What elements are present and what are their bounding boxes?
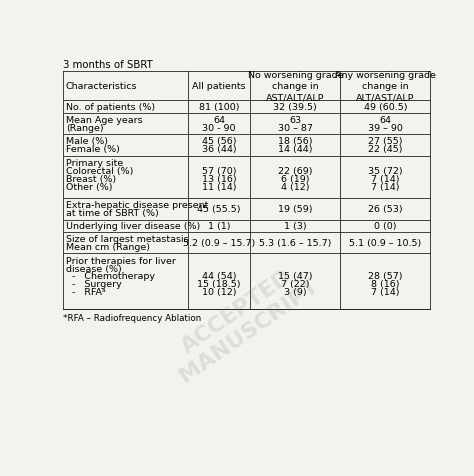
Text: 64: 64: [213, 116, 225, 125]
Text: *RFA – Radiofrequency Ablation: *RFA – Radiofrequency Ablation: [63, 313, 201, 322]
Text: disease (%): disease (%): [66, 264, 122, 273]
Text: Size of largest metastasis: Size of largest metastasis: [66, 235, 189, 244]
Text: 7 (14): 7 (14): [371, 182, 400, 191]
Text: 30 - 90: 30 - 90: [202, 123, 236, 132]
Text: -   RFAᵃ: - RFAᵃ: [66, 288, 106, 297]
Text: 45 (55.5): 45 (55.5): [197, 205, 241, 214]
Text: Other (%): Other (%): [66, 182, 112, 191]
Text: 64: 64: [379, 116, 391, 125]
Text: 19 (59): 19 (59): [278, 205, 312, 214]
Text: Female (%): Female (%): [66, 145, 120, 154]
Text: Mean cm (Range): Mean cm (Range): [66, 242, 150, 251]
Text: 3 months of SBRT: 3 months of SBRT: [63, 60, 153, 70]
Text: 5.1 (0.9 – 10.5): 5.1 (0.9 – 10.5): [349, 238, 421, 248]
Text: 5.3 (1.6 – 15.7): 5.3 (1.6 – 15.7): [259, 238, 331, 248]
Text: 32 (39.5): 32 (39.5): [273, 103, 317, 111]
Text: 7 (14): 7 (14): [371, 288, 400, 297]
Text: 49 (60.5): 49 (60.5): [364, 103, 407, 111]
Text: Prior therapies for liver: Prior therapies for liver: [66, 256, 176, 265]
Text: 0 (0): 0 (0): [374, 222, 397, 231]
Text: 8 (16): 8 (16): [371, 280, 400, 288]
Text: Characteristics: Characteristics: [66, 82, 137, 91]
Text: 7 (14): 7 (14): [371, 174, 400, 183]
Text: 44 (54): 44 (54): [202, 272, 237, 281]
Text: 15 (18.5): 15 (18.5): [197, 280, 241, 288]
Text: 10 (12): 10 (12): [202, 288, 237, 297]
Text: Male (%): Male (%): [66, 137, 108, 146]
Text: 14 (44): 14 (44): [278, 145, 312, 154]
Text: ACCEPTED
MANUSCRIPT: ACCEPTED MANUSCRIPT: [163, 256, 323, 386]
Text: 22 (45): 22 (45): [368, 145, 402, 154]
Text: 36 (44): 36 (44): [202, 145, 237, 154]
Text: 4 (12): 4 (12): [281, 182, 310, 191]
Text: Colorectal (%): Colorectal (%): [66, 167, 133, 176]
Text: Any worsening grade
change in
ALT/AST/ALP: Any worsening grade change in ALT/AST/AL…: [335, 71, 436, 102]
Text: 63: 63: [289, 116, 301, 125]
Text: 22 (69): 22 (69): [278, 167, 312, 176]
Text: No. of patients (%): No. of patients (%): [66, 103, 155, 111]
Text: 6 (19): 6 (19): [281, 174, 310, 183]
Text: 39 – 90: 39 – 90: [368, 123, 403, 132]
Text: Mean Age years: Mean Age years: [66, 116, 143, 125]
Text: 30 – 87: 30 – 87: [278, 123, 313, 132]
Text: Primary site: Primary site: [66, 159, 123, 168]
Text: 1 (1): 1 (1): [208, 222, 230, 231]
Text: 7 (22): 7 (22): [281, 280, 310, 288]
Text: -   Surgery: - Surgery: [66, 280, 122, 288]
Text: -   Chemotherapy: - Chemotherapy: [66, 272, 155, 281]
Text: Breast (%): Breast (%): [66, 174, 116, 183]
Text: 26 (53): 26 (53): [368, 205, 402, 214]
Text: 28 (57): 28 (57): [368, 272, 402, 281]
Text: No worsening grade
change in
AST/ALT/ALP: No worsening grade change in AST/ALT/ALP: [247, 71, 343, 102]
Text: 18 (56): 18 (56): [278, 137, 312, 146]
Text: 15 (47): 15 (47): [278, 272, 312, 281]
Text: 57 (70): 57 (70): [202, 167, 237, 176]
Text: 27 (55): 27 (55): [368, 137, 402, 146]
Text: 35 (72): 35 (72): [368, 167, 402, 176]
Text: Underlying liver disease (%): Underlying liver disease (%): [66, 222, 200, 231]
Text: (Range): (Range): [66, 123, 103, 132]
Text: 1 (3): 1 (3): [284, 222, 307, 231]
Text: 5.2 (0.9 – 15.7): 5.2 (0.9 – 15.7): [183, 238, 255, 248]
Text: 45 (56): 45 (56): [202, 137, 237, 146]
Text: 81 (100): 81 (100): [199, 103, 239, 111]
Text: at time of SBRT (%): at time of SBRT (%): [66, 208, 159, 218]
Text: Extra-hepatic disease present: Extra-hepatic disease present: [66, 201, 208, 210]
Text: 11 (14): 11 (14): [202, 182, 237, 191]
Text: All patients: All patients: [192, 82, 246, 91]
Text: 3 (9): 3 (9): [284, 288, 307, 297]
Text: 13 (16): 13 (16): [202, 174, 237, 183]
